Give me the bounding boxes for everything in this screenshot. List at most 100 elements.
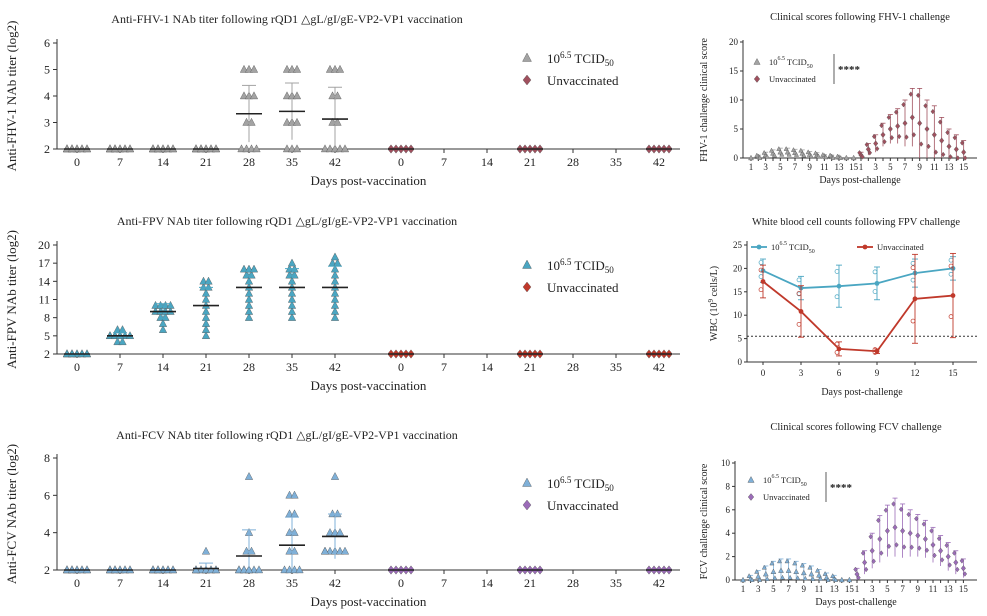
- data-point: [889, 134, 895, 141]
- x-tick-label: 0: [761, 368, 766, 378]
- data-point: [801, 152, 807, 158]
- data-point: [754, 152, 760, 158]
- data-point: [249, 91, 259, 100]
- legend-label: 106.5 TCID50: [547, 50, 614, 68]
- data-point: [769, 560, 775, 566]
- data-point: [249, 565, 259, 574]
- data-point: [918, 141, 924, 147]
- data-point: [206, 565, 216, 574]
- data-point: [796, 277, 802, 283]
- legend-main: 10: [763, 475, 772, 485]
- x-tick-label: 13: [830, 584, 840, 594]
- y-axis-label: FHV-1 challenge clinical score: [699, 38, 710, 162]
- data-point: [161, 300, 170, 309]
- x-tick-label: 0: [74, 155, 80, 169]
- data-point: [776, 146, 782, 151]
- x-tick-label: 28: [243, 155, 255, 169]
- y-tick-label: 0: [734, 153, 739, 163]
- data-point: [254, 565, 264, 574]
- y-tick-label: 4: [726, 528, 731, 538]
- x-tick-label: 7: [441, 155, 447, 169]
- data-point: [952, 550, 957, 556]
- legend-label: Unvaccinated: [877, 242, 924, 252]
- data-point: [948, 271, 954, 277]
- legend-marker: [747, 476, 755, 483]
- legend-main: 10: [769, 57, 778, 67]
- legend-sub: 50: [809, 249, 815, 255]
- data-point: [764, 154, 770, 159]
- x-tick-label: 14: [481, 360, 493, 374]
- legend-marker: [522, 52, 532, 62]
- data-point: [333, 91, 342, 100]
- x-tick-label: 0: [398, 576, 404, 590]
- data-point: [946, 143, 952, 150]
- data-point: [199, 282, 208, 291]
- data-point: [917, 120, 923, 127]
- x-tick-label: 42: [653, 155, 665, 169]
- data-point: [838, 155, 843, 160]
- data-point: [758, 287, 764, 293]
- data-point: [921, 521, 927, 527]
- data-point: [835, 153, 840, 159]
- x-tick-label: 5: [771, 584, 776, 594]
- data-point: [772, 152, 777, 158]
- data-point: [834, 341, 840, 347]
- y-tick-label: 6: [44, 488, 50, 502]
- legend-label: Unvaccinated: [769, 74, 816, 84]
- data-point: [910, 277, 916, 283]
- data-point: [191, 565, 201, 574]
- data-point: [161, 313, 170, 321]
- data-point: [285, 565, 294, 574]
- x-tick-label: 28: [243, 576, 255, 590]
- y-tick-label: 5: [734, 124, 739, 134]
- x-tick-label: 0: [74, 576, 80, 590]
- legend-sub: 50: [605, 483, 615, 493]
- data-point: [864, 141, 870, 148]
- data-point: [862, 559, 868, 566]
- data-point: [239, 264, 249, 273]
- legend-sub: 50: [801, 482, 807, 488]
- data-point: [320, 144, 330, 153]
- data-point: [798, 309, 804, 314]
- x-tick-label: 28: [567, 360, 579, 374]
- data-point: [333, 509, 342, 518]
- data-point: [926, 143, 931, 150]
- data-point: [872, 289, 878, 294]
- data-point: [239, 64, 249, 73]
- y-tick-label: 14: [38, 274, 50, 288]
- y-tick-label: 2: [726, 552, 731, 562]
- data-point: [929, 528, 934, 534]
- legend-label: 106.5 TCID50: [769, 56, 813, 70]
- legend-label: 106.5 TCID50: [547, 475, 614, 493]
- data-point: [199, 276, 208, 285]
- data-point: [948, 154, 953, 160]
- data-point: [282, 117, 292, 126]
- legend-marker: [862, 244, 868, 250]
- x-tick-label: 11: [929, 584, 938, 594]
- y-tick-label: 2: [44, 142, 50, 156]
- y-tick-label: 20: [733, 263, 743, 273]
- data-point: [808, 153, 814, 159]
- x-tick-label: 3: [799, 368, 804, 378]
- x-tick-label: 42: [653, 576, 665, 590]
- x-tick-label: 1: [749, 162, 754, 172]
- data-point: [914, 515, 919, 522]
- x-tick-label: 28: [567, 155, 579, 169]
- data-point: [758, 274, 764, 279]
- data-point: [201, 325, 211, 333]
- data-point: [884, 527, 890, 534]
- data-point: [944, 542, 949, 549]
- data-point: [869, 547, 875, 554]
- data-point: [955, 155, 961, 161]
- x-tick-label: 42: [653, 360, 665, 374]
- y-tick-label: 11: [38, 293, 50, 307]
- data-point: [815, 567, 820, 573]
- data-point: [740, 576, 746, 583]
- x-tick-label: 3: [756, 584, 761, 594]
- data-point: [328, 509, 337, 518]
- x-tick-label: 9: [807, 162, 812, 172]
- data-point: [156, 313, 165, 321]
- legend-main: 10: [547, 51, 560, 66]
- data-point: [244, 64, 254, 73]
- legend-sub: 50: [605, 58, 615, 68]
